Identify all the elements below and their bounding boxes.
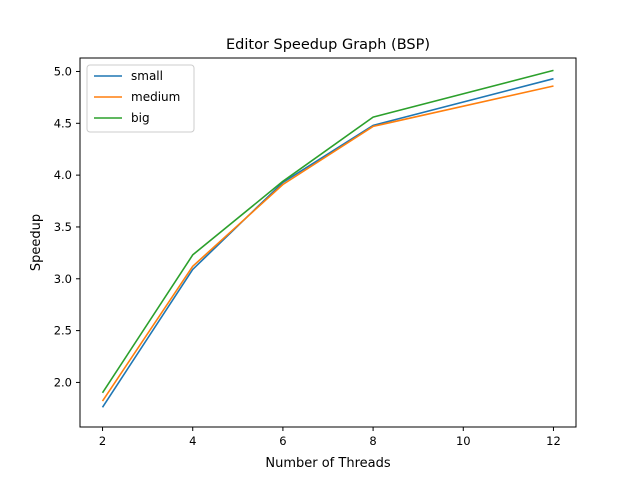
plot-frame [79, 57, 577, 428]
x-tick-label: 8 [369, 434, 376, 448]
y-axis-label: Speedup [29, 214, 44, 271]
x-tick-label: 4 [189, 434, 196, 448]
x-tick-label: 10 [456, 434, 471, 448]
y-tick-label: 2.5 [54, 324, 72, 338]
y-tick-label: 3.5 [54, 220, 72, 234]
plot-lines [101, 69, 554, 408]
series-line-small [101, 77, 554, 408]
x-axis: 2 4 6 8 10 12 [99, 427, 561, 448]
y-tick-label: 4.5 [54, 116, 72, 130]
y-axis: 2.0 2.5 3.0 3.5 4.0 4.5 5.0 [54, 64, 80, 389]
y-tick-label: 4.0 [54, 168, 72, 182]
chart-title: Editor Speedup Graph (BSP) [226, 37, 430, 53]
legend-label-small: small [131, 69, 163, 83]
y-tick-label: 3.0 [54, 272, 72, 286]
x-tick-label: 6 [279, 434, 286, 448]
legend: small medium big [86, 64, 195, 133]
series-line-big [101, 69, 554, 394]
y-tick-label: 5.0 [54, 64, 72, 78]
legend-box [86, 64, 195, 133]
x-tick-label: 2 [99, 434, 106, 448]
x-tick-label: 12 [546, 434, 561, 448]
legend-items: small medium big [94, 69, 180, 125]
series-line-medium [101, 85, 554, 402]
legend-label-big: big [131, 111, 150, 125]
legend-label-medium: medium [131, 90, 180, 104]
y-tick-label: 2.0 [54, 375, 72, 389]
x-axis-label: Number of Threads [265, 456, 390, 471]
